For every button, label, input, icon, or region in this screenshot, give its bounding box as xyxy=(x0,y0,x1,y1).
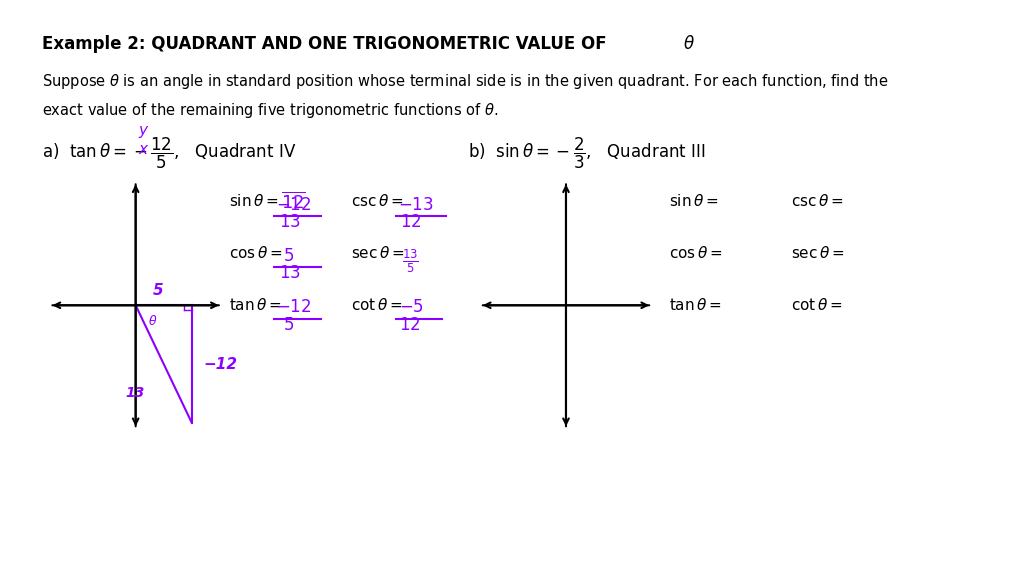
Text: $\tan\theta = $: $\tan\theta = $ xyxy=(669,297,722,313)
Text: $\cot\theta = $: $\cot\theta = $ xyxy=(351,297,402,313)
Text: $\cot\theta = $: $\cot\theta = $ xyxy=(791,297,842,313)
Text: $-5$: $-5$ xyxy=(399,298,425,316)
Text: $\sin\theta = $: $\sin\theta = $ xyxy=(669,193,719,209)
Text: Example 2: QUADRANT AND ONE TRIGONOMETRIC VALUE OF: Example 2: QUADRANT AND ONE TRIGONOMETRI… xyxy=(42,35,612,52)
Text: $5$: $5$ xyxy=(284,247,295,264)
Text: $\sin\theta = $: $\sin\theta = $ xyxy=(229,193,279,209)
Text: $\cos\theta = $: $\cos\theta = $ xyxy=(669,245,723,261)
Text: $\theta$: $\theta$ xyxy=(683,35,694,52)
Text: $-12$: $-12$ xyxy=(276,196,311,214)
Text: b)  $\sin\theta = -\dfrac{2}{3}$,   Quadrant III: b) $\sin\theta = -\dfrac{2}{3}$, Quadran… xyxy=(468,135,706,170)
Text: $\theta$: $\theta$ xyxy=(147,314,158,328)
Text: $\cos\theta = $: $\cos\theta = $ xyxy=(229,245,283,261)
Text: $\sec\theta = $: $\sec\theta = $ xyxy=(351,245,404,261)
Text: $\sec\theta = $: $\sec\theta = $ xyxy=(791,245,844,261)
Text: $5$: $5$ xyxy=(284,316,295,334)
Text: a)  $\tan\theta = -\dfrac{12}{5}$,   Quadrant IV: a) $\tan\theta = -\dfrac{12}{5}$, Quadra… xyxy=(42,135,297,170)
Text: $13$: $13$ xyxy=(279,264,301,282)
Text: $\frac{13}{5}$: $\frac{13}{5}$ xyxy=(402,248,419,275)
Text: $\overline{12}$: $\overline{12}$ xyxy=(281,191,305,212)
Text: Suppose $\theta$ is an angle in standard position whose terminal side is in the : Suppose $\theta$ is an angle in standard… xyxy=(42,72,889,91)
Text: $-12$: $-12$ xyxy=(276,298,311,316)
Text: $-13$: $-13$ xyxy=(397,196,433,214)
Text: y: y xyxy=(138,123,147,138)
Text: $\tan\theta = $: $\tan\theta = $ xyxy=(229,297,282,313)
Text: 13: 13 xyxy=(126,386,145,400)
Text: $13$: $13$ xyxy=(279,213,301,231)
Text: 5: 5 xyxy=(153,283,164,298)
Text: $\csc\theta = $: $\csc\theta = $ xyxy=(351,193,403,209)
Text: exact value of the remaining five trigonometric functions of $\theta$.: exact value of the remaining five trigon… xyxy=(42,101,499,120)
Text: $\csc\theta = $: $\csc\theta = $ xyxy=(791,193,843,209)
Text: $12$: $12$ xyxy=(399,316,421,334)
Text: x: x xyxy=(138,142,147,157)
Text: −12: −12 xyxy=(203,357,237,372)
Text: $12$: $12$ xyxy=(400,213,422,231)
